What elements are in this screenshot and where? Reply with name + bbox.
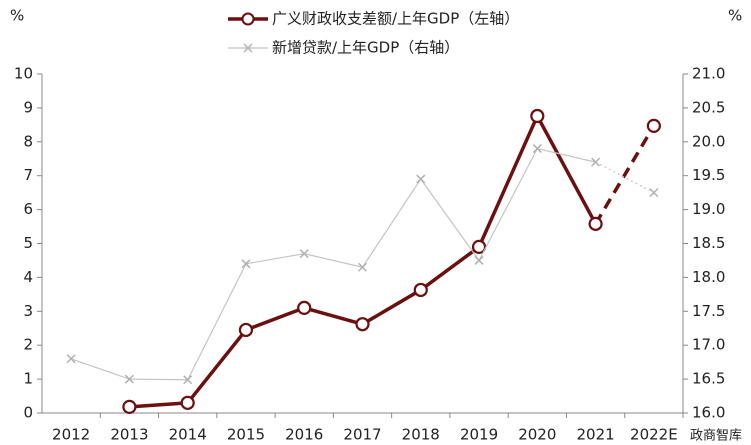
- point: [355, 317, 370, 332]
- y-tick-label: 4: [23, 268, 33, 286]
- y2-tick-label: 18.0: [692, 268, 725, 286]
- point: [474, 255, 484, 265]
- y2-tick-label: 18.5: [692, 234, 725, 252]
- watermark: 政商智库: [690, 428, 742, 444]
- x-tick-label: 2012: [52, 426, 90, 444]
- point: [591, 157, 601, 167]
- x-tick-label: 2015: [227, 426, 265, 444]
- point: [124, 374, 134, 384]
- x-tick-label: 2017: [343, 426, 381, 444]
- x-tick-label: 2018: [402, 426, 440, 444]
- y-tick-label: 5: [23, 234, 33, 252]
- y2-tick-label: 19.5: [692, 166, 725, 184]
- y2-tick-label: 16.0: [692, 404, 725, 422]
- y-tick-label: 2: [23, 336, 33, 354]
- y2-tick-label: 20.5: [692, 98, 725, 116]
- point: [416, 174, 426, 184]
- point: [588, 216, 603, 231]
- series-line-projected: [594, 124, 656, 225]
- point: [530, 108, 545, 124]
- point: [532, 144, 542, 154]
- point: [649, 188, 659, 198]
- y2-tick-label: 19.0: [692, 200, 725, 218]
- x-tick-label: 2013: [110, 426, 148, 444]
- y-tick-label: 3: [23, 302, 33, 320]
- y2-tick-label: 21.0: [692, 65, 725, 83]
- x-tick-label: 2020: [518, 426, 556, 444]
- y2-axis-label: %: [728, 7, 742, 25]
- y-axis-label: %: [10, 7, 24, 25]
- y-tick-label: 7: [23, 166, 33, 184]
- point: [357, 262, 368, 272]
- point: [180, 395, 195, 410]
- x-tick-label: 2019: [460, 426, 498, 444]
- point: [241, 259, 251, 269]
- point: [122, 399, 137, 414]
- y2-tick-label: 20.0: [692, 132, 725, 150]
- x-tick-label: 2016: [285, 426, 323, 444]
- y2-tick-label: 17.5: [692, 302, 725, 320]
- y-tick-label: 10: [14, 65, 33, 83]
- point: [471, 239, 487, 254]
- point: [413, 282, 428, 298]
- legend-label: 新增贷款/上年GDP（右轴）: [272, 39, 459, 57]
- x-tick-label: 2014: [169, 426, 207, 444]
- y2-tick-label: 16.5: [692, 370, 725, 388]
- point: [646, 118, 661, 133]
- y-tick-label: 8: [23, 132, 33, 150]
- y2-tick-label: 17.0: [692, 336, 725, 354]
- point: [299, 249, 309, 259]
- series-line: [70, 147, 596, 381]
- y-tick-label: 9: [23, 98, 33, 116]
- point: [297, 300, 312, 316]
- series-line: [129, 114, 598, 409]
- legend-marker: [243, 43, 253, 53]
- legend-label: 广义财政收支差额/上年GDP（左轴）: [272, 10, 519, 28]
- point: [183, 375, 193, 385]
- x-tick-label: 2021: [576, 426, 614, 444]
- point: [66, 354, 76, 364]
- series-line-projected: [595, 161, 655, 194]
- point: [238, 322, 254, 338]
- y-tick-label: 1: [23, 370, 33, 388]
- legend: 广义财政收支差额/上年GDP（左轴） 新增贷款/上年GDP（右轴）: [228, 10, 519, 57]
- legend-marker: [241, 12, 255, 26]
- x-tick-label: 2022E: [630, 426, 678, 444]
- y-tick-label: 6: [23, 200, 33, 218]
- y-tick-label: 0: [23, 404, 33, 422]
